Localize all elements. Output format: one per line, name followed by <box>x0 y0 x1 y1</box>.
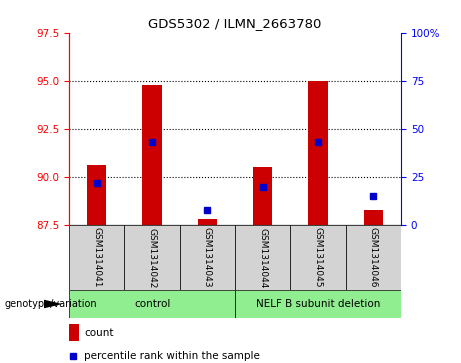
Bar <box>308 81 328 225</box>
Bar <box>198 219 217 225</box>
Bar <box>142 85 162 225</box>
Bar <box>235 225 290 290</box>
Title: GDS5302 / ILMN_2663780: GDS5302 / ILMN_2663780 <box>148 17 322 30</box>
Bar <box>124 225 180 290</box>
Bar <box>69 225 124 290</box>
Bar <box>253 167 272 225</box>
Text: NELF B subunit deletion: NELF B subunit deletion <box>256 299 380 309</box>
Text: GSM1314043: GSM1314043 <box>203 228 212 288</box>
Bar <box>87 166 106 225</box>
Text: GSM1314044: GSM1314044 <box>258 228 267 288</box>
Bar <box>364 210 383 225</box>
Polygon shape <box>44 300 62 308</box>
Text: count: count <box>84 327 114 338</box>
Bar <box>180 225 235 290</box>
Text: GSM1314042: GSM1314042 <box>148 228 157 288</box>
Bar <box>346 225 401 290</box>
Bar <box>290 225 346 290</box>
Text: percentile rank within the sample: percentile rank within the sample <box>84 351 260 361</box>
Text: genotype/variation: genotype/variation <box>5 299 97 309</box>
Bar <box>69 290 235 318</box>
Text: GSM1314041: GSM1314041 <box>92 228 101 288</box>
Text: control: control <box>134 299 170 309</box>
Text: GSM1314045: GSM1314045 <box>313 228 323 288</box>
Bar <box>235 290 401 318</box>
Text: GSM1314046: GSM1314046 <box>369 228 378 288</box>
Bar <box>69 324 79 341</box>
